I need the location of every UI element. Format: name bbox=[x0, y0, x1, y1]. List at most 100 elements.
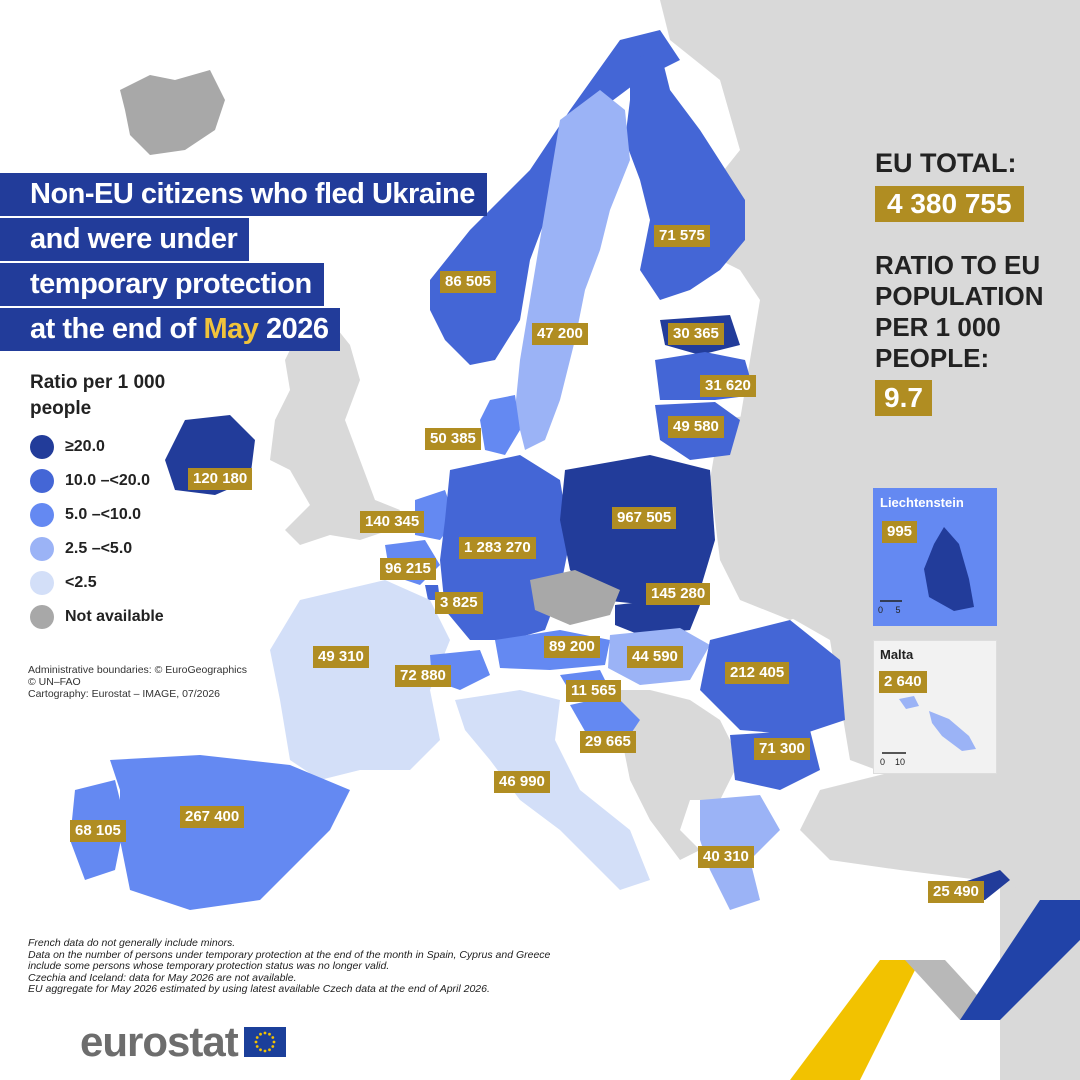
czechia-shape bbox=[530, 570, 620, 625]
title-month: May bbox=[203, 313, 259, 345]
credits: Administrative boundaries: © EuroGeograp… bbox=[28, 664, 247, 700]
legend-item: 10.0 –<20.0 bbox=[30, 464, 180, 498]
scale-end: 10 bbox=[895, 757, 906, 767]
value-label-croatia: 29 665 bbox=[580, 731, 636, 753]
inset-malta-scale: 0 10 bbox=[880, 757, 905, 767]
value-label-hungary: 44 590 bbox=[627, 646, 683, 668]
sweden-shape bbox=[515, 90, 630, 450]
non-eu-land bbox=[120, 0, 1080, 1080]
poland-shape bbox=[560, 455, 715, 605]
legend-swatch bbox=[30, 605, 54, 629]
title-line-4-prefix: at the end of bbox=[30, 313, 196, 345]
value-label-spain: 267 400 bbox=[180, 806, 245, 828]
legend-label: Not available bbox=[65, 608, 164, 625]
value-label-latvia: 31 620 bbox=[700, 375, 756, 397]
legend-swatch bbox=[30, 469, 54, 493]
scale-end: 5 bbox=[895, 605, 901, 615]
france-shape bbox=[270, 580, 450, 780]
value-label-norway: 86 505 bbox=[440, 271, 496, 293]
legend-swatch bbox=[30, 503, 54, 527]
value-label-poland: 967 505 bbox=[612, 507, 677, 529]
value-label-austria: 89 200 bbox=[544, 636, 600, 658]
legend-item: 2.5 –<5.0 bbox=[30, 532, 180, 566]
legend-label: ≥20.0 bbox=[65, 438, 105, 455]
blue-stripe bbox=[960, 900, 1080, 1020]
value-label-slovenia: 11 565 bbox=[566, 680, 622, 702]
value-label-germany: 1 283 270 bbox=[459, 537, 536, 559]
value-label-sweden: 47 200 bbox=[532, 323, 588, 345]
inset-liechtenstein-scale: 0 5 bbox=[878, 605, 901, 615]
iceland bbox=[120, 70, 225, 155]
value-label-luxembourg: 3 825 bbox=[435, 592, 483, 614]
belarus-ukraine bbox=[710, 410, 860, 620]
legend: Ratio per 1 000 people ≥20.0 10.0 –<20.0… bbox=[30, 370, 180, 634]
title-year: 2026 bbox=[265, 313, 329, 345]
legend-swatch bbox=[30, 435, 54, 459]
logo-text: eurostat bbox=[80, 1018, 239, 1065]
inset-liechtenstein-title: Liechtenstein bbox=[880, 495, 964, 510]
title-line-4: at the end of May 2026 bbox=[0, 308, 341, 351]
legend-item: <2.5 bbox=[30, 566, 180, 600]
inset-malta: Malta 2 640 0 10 bbox=[873, 640, 997, 774]
value-label-denmark: 50 385 bbox=[425, 428, 481, 450]
value-label-switzerland: 72 880 bbox=[395, 665, 451, 687]
credit-line: © UN–FAO bbox=[28, 676, 81, 688]
value-label-italy: 46 990 bbox=[494, 771, 550, 793]
ratio-value: 9.7 bbox=[875, 380, 932, 416]
eu-flag-icon bbox=[243, 1027, 286, 1057]
footnote: EU aggregate for May 2026 estimated by u… bbox=[28, 983, 490, 996]
inset-liechtenstein: Liechtenstein 995 0 5 bbox=[873, 488, 997, 626]
legend-label: 5.0 –<10.0 bbox=[65, 506, 142, 523]
inset-malta-value: 2 640 bbox=[879, 671, 927, 693]
denmark-shape bbox=[480, 395, 520, 455]
legend-item: 5.0 –<10.0 bbox=[30, 498, 180, 532]
footnote: include some persons whose temporary pro… bbox=[28, 960, 390, 973]
slovakia-shape bbox=[615, 600, 700, 635]
title-line-1: Non-EU citizens who fled Ukraine bbox=[0, 173, 487, 216]
legend-title: Ratio per 1 000 people bbox=[30, 372, 166, 419]
ratio-label: RATIO TO EU POPULATION PER 1 000 PEOPLE: bbox=[875, 250, 1044, 373]
legend-label: 2.5 –<5.0 bbox=[65, 540, 133, 557]
inset-malta-title: Malta bbox=[880, 647, 914, 662]
value-label-ireland: 120 180 bbox=[188, 468, 253, 490]
credit-line: Cartography: Eurostat – IMAGE, 07/2026 bbox=[28, 688, 221, 700]
eu-total-label: EU TOTAL: bbox=[875, 148, 1017, 178]
scale-start: 0 bbox=[880, 757, 886, 767]
value-label-finland: 71 575 bbox=[654, 225, 710, 247]
turkey bbox=[800, 770, 1080, 900]
decorative-stripes bbox=[790, 900, 1080, 1080]
footnotes: French data do not generally include min… bbox=[28, 937, 551, 996]
footnote: Czechia and Iceland: data for May 2026 a… bbox=[28, 971, 297, 984]
value-label-portugal: 68 105 bbox=[70, 820, 126, 842]
title-line-2: and were under bbox=[0, 218, 250, 261]
value-label-slovakia: 145 280 bbox=[646, 583, 711, 605]
liechtenstein-shape bbox=[880, 527, 974, 611]
inset-liechtenstein-value: 995 bbox=[882, 521, 918, 543]
legend-item: ≥20.0 bbox=[30, 430, 180, 464]
spain-shape bbox=[110, 755, 350, 910]
value-label-belgium: 96 215 bbox=[380, 558, 436, 580]
italy-shape bbox=[455, 690, 650, 890]
value-label-bulgaria: 71 300 bbox=[754, 738, 810, 760]
balkans bbox=[610, 690, 740, 860]
eu-stars-icon bbox=[254, 1031, 276, 1053]
value-label-greece: 40 310 bbox=[698, 846, 754, 868]
value-label-romania: 212 405 bbox=[725, 662, 790, 684]
legend-label: <2.5 bbox=[65, 574, 97, 591]
eurostat-logo: eurostat bbox=[80, 1018, 286, 1066]
legend-swatch bbox=[30, 537, 54, 561]
footnote: Data on the number of persons under temp… bbox=[28, 948, 551, 961]
value-label-netherlands: 140 345 bbox=[360, 511, 425, 533]
value-label-estonia: 30 365 bbox=[668, 323, 724, 345]
uk bbox=[270, 320, 400, 545]
malta-shape bbox=[882, 696, 976, 754]
yellow-stripe bbox=[790, 960, 920, 1080]
title-block: Non-EU citizens who fled Ukraine and wer… bbox=[0, 173, 487, 353]
value-label-france: 49 310 bbox=[313, 646, 369, 668]
legend-swatch bbox=[30, 571, 54, 595]
credit-line: Administrative boundaries: © EuroGeograp… bbox=[28, 664, 248, 676]
scale-start: 0 bbox=[878, 605, 884, 615]
legend-label: 10.0 –<20.0 bbox=[65, 472, 150, 489]
footnote: French data do not generally include min… bbox=[28, 937, 236, 949]
